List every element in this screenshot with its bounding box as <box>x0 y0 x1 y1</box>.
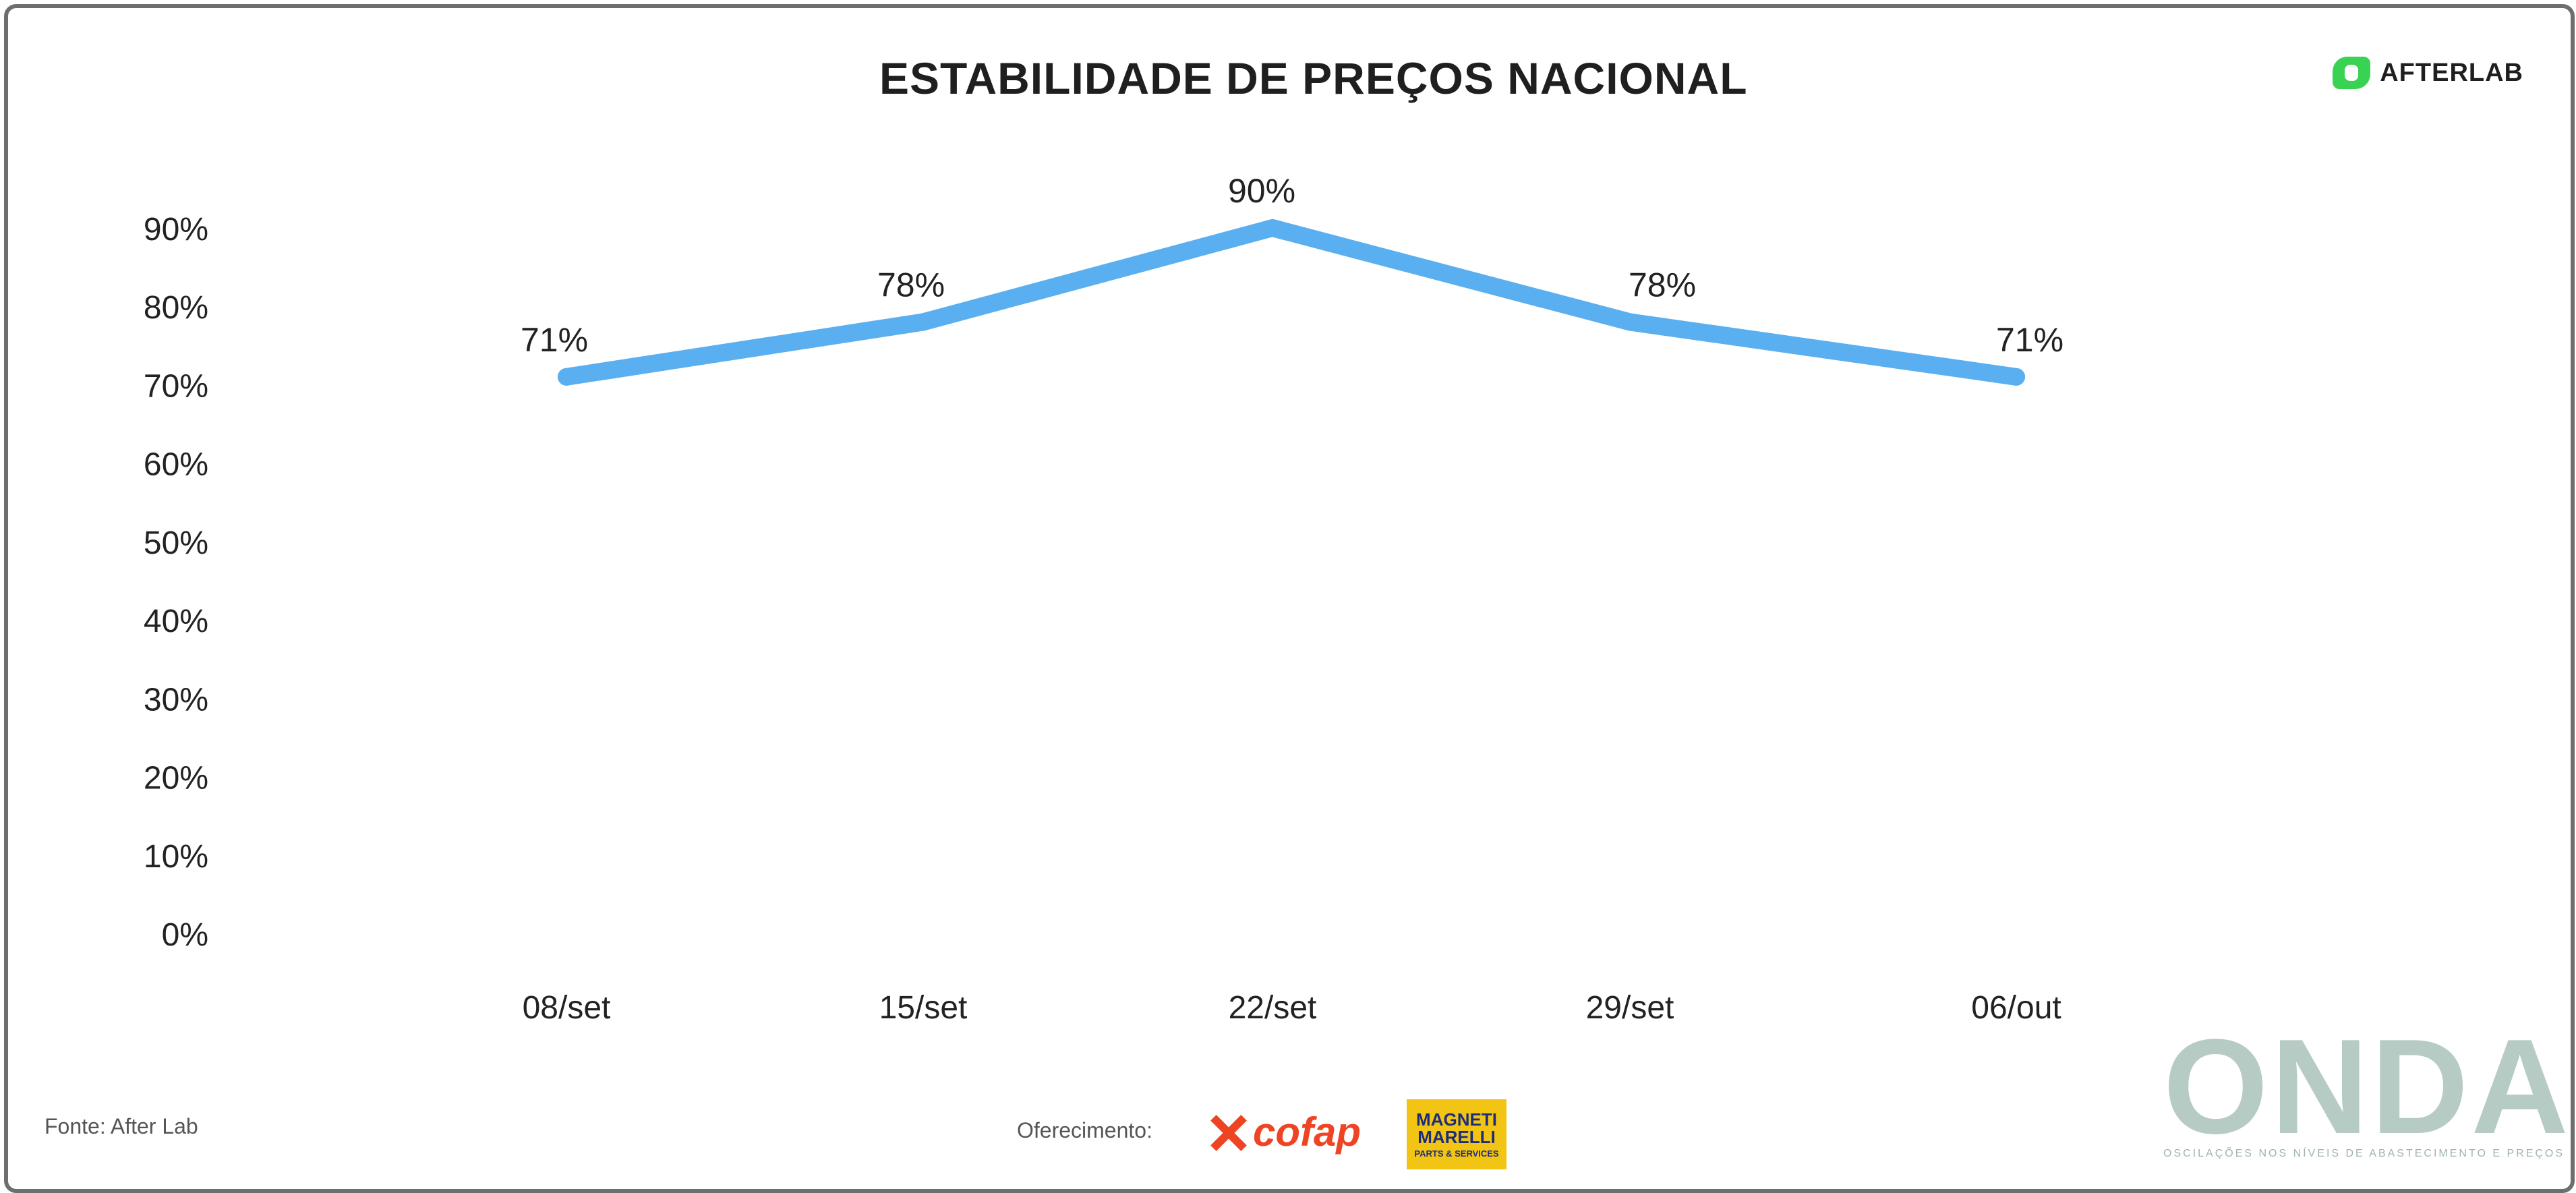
y-tick-label: 70% <box>144 368 208 404</box>
x-tick-label: 15/set <box>879 990 968 1026</box>
data-label: 71% <box>521 321 588 359</box>
y-tick-label: 50% <box>144 525 208 561</box>
data-point <box>914 313 932 331</box>
y-tick-label: 90% <box>144 212 208 248</box>
afterlab-logo-text: AFTERLAB <box>2380 58 2523 87</box>
series-line <box>558 219 2025 386</box>
y-tick-label: 30% <box>144 682 208 718</box>
data-label: 71% <box>1996 321 2063 359</box>
x-tick-label: 08/set <box>523 990 611 1026</box>
data-point <box>1621 313 1639 331</box>
y-tick-label: 10% <box>144 839 208 875</box>
cofap-logo-text: cofap <box>1253 1109 1362 1155</box>
data-label: 78% <box>877 266 945 303</box>
x-tick-label: 29/set <box>1586 990 1674 1026</box>
x-tick-label: 22/set <box>1229 990 1317 1026</box>
line-chart: 0% 10% 20% 30% 40% 50% 60% 70% 80% 90% 08/set 15/se… <box>144 172 2063 1026</box>
data-point <box>1264 219 1281 237</box>
onda-logo: ONDA OSCILAÇÕES NOS NÍVEIS DE ABASTECIME… <box>2163 1012 2571 1162</box>
onda-logo-text: ONDA <box>2163 1012 2571 1162</box>
x-tick-label: 06/out <box>1971 990 2061 1026</box>
y-tick-label: 20% <box>144 761 208 796</box>
sponsor-label: Oferecimento: <box>1017 1118 1152 1142</box>
afterlab-logo-icon <box>2333 57 2371 89</box>
cofap-logo-icon <box>1207 1114 1249 1151</box>
y-tick-label: 0% <box>162 917 208 953</box>
y-tick-label: 60% <box>144 447 208 483</box>
data-point <box>2008 368 2025 386</box>
magneti-marelli-logo: MAGNETI MARELLI PARTS & SERVICES <box>1407 1099 1506 1169</box>
cofap-logo: cofap <box>1207 1109 1361 1155</box>
chart-card: ESTABILIDADE DE PREÇOS NACIONAL AFTERLAB… <box>4 4 2575 1193</box>
y-tick-label: 80% <box>144 290 208 326</box>
magneti-marelli-logo-subtext: PARTS & SERVICES <box>1414 1148 1499 1159</box>
magneti-marelli-logo-text: MAGNETI MARELLI <box>1416 1109 1497 1147</box>
onda-tagline: OSCILAÇÕES NOS NÍVEIS DE ABASTECIMENTO E… <box>2163 1148 2565 1159</box>
data-label: 90% <box>1228 172 1295 210</box>
y-tick-label: 40% <box>144 604 208 639</box>
data-label: 78% <box>1629 266 1696 303</box>
chart-title: ESTABILIDADE DE PREÇOS NACIONAL <box>879 53 1748 103</box>
source-note: Fonte: After Lab <box>45 1114 198 1138</box>
afterlab-logo: AFTERLAB <box>2333 57 2523 89</box>
data-point <box>558 368 575 386</box>
